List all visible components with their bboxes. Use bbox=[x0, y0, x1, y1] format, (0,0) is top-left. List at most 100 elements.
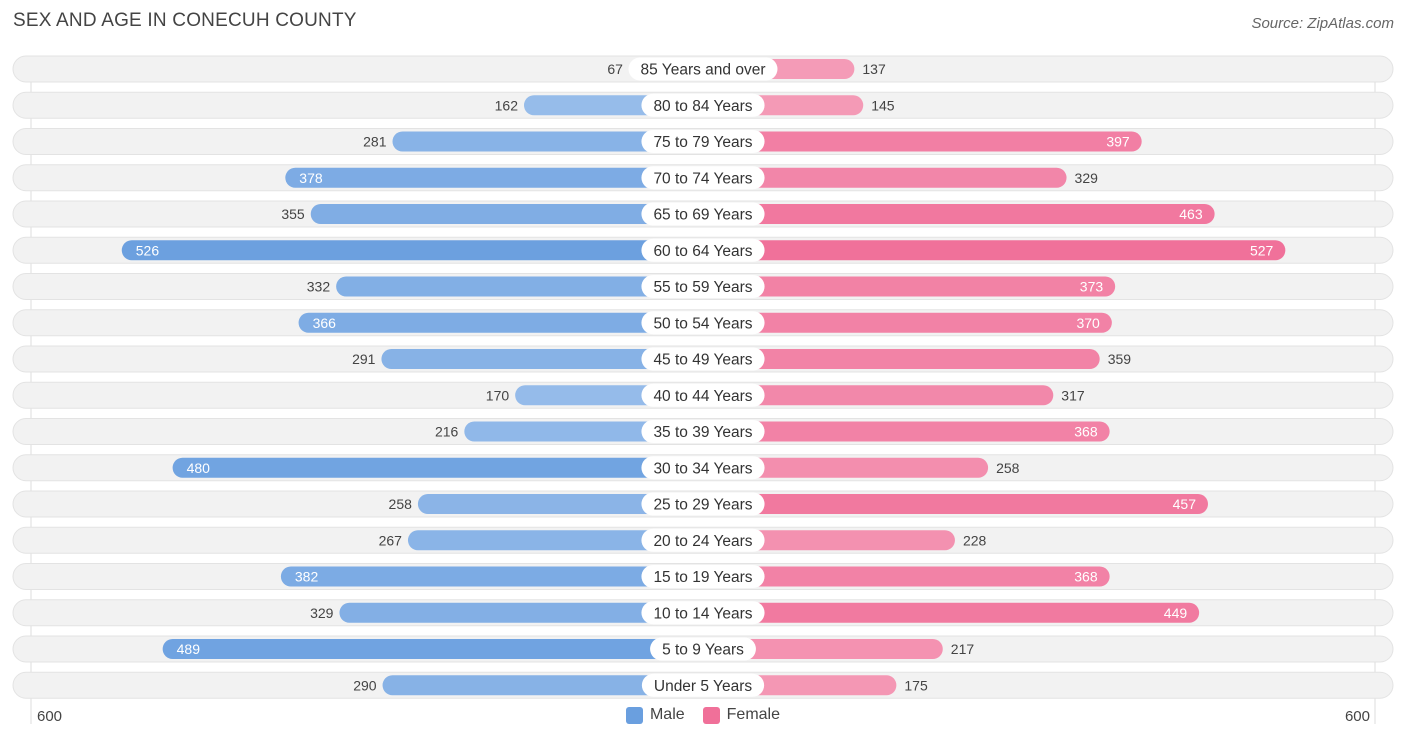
male-bar bbox=[298, 312, 703, 333]
female-value-label: 359 bbox=[1108, 351, 1132, 367]
category-label: 60 to 64 Years bbox=[653, 243, 752, 260]
male-value-label: 382 bbox=[295, 569, 319, 585]
female-value-label: 527 bbox=[1250, 242, 1274, 258]
female-value-label: 449 bbox=[1164, 605, 1188, 621]
female-bar bbox=[703, 131, 1142, 152]
male-value-label: 258 bbox=[389, 496, 413, 512]
category-pill bbox=[641, 238, 765, 262]
legend-label-female: Female bbox=[726, 706, 781, 723]
legend: Male Female bbox=[0, 706, 1406, 724]
legend-item-female: Female bbox=[702, 706, 781, 724]
female-value-label: 457 bbox=[1173, 496, 1197, 512]
male-bar bbox=[382, 675, 703, 696]
male-value-label: 480 bbox=[187, 460, 211, 476]
male-bar bbox=[407, 530, 703, 551]
legend-label-male: Male bbox=[649, 706, 685, 723]
category-pill bbox=[641, 673, 765, 697]
female-bar bbox=[703, 385, 1054, 406]
female-value-label: 217 bbox=[951, 641, 975, 657]
category-label: 45 to 49 Years bbox=[653, 352, 752, 369]
category-pill bbox=[641, 383, 765, 407]
male-bar bbox=[280, 566, 703, 587]
female-bar bbox=[703, 312, 1112, 333]
category-pill bbox=[641, 492, 765, 516]
male-bar bbox=[162, 639, 703, 659]
male-value-label: 216 bbox=[435, 424, 459, 440]
category-label: 55 to 59 Years bbox=[653, 279, 752, 296]
category-label: 5 to 9 Years bbox=[662, 642, 744, 659]
axis-label-left: 600 bbox=[37, 708, 63, 725]
legend-swatch-female bbox=[702, 706, 720, 724]
category-pill bbox=[641, 130, 765, 153]
male-bar bbox=[172, 457, 704, 478]
category-pill bbox=[641, 528, 765, 552]
male-bar bbox=[392, 131, 703, 152]
female-value-label: 397 bbox=[1106, 134, 1130, 150]
female-value-label: 373 bbox=[1080, 279, 1104, 295]
category-pill bbox=[628, 57, 778, 81]
category-pill bbox=[641, 166, 765, 190]
male-value-label: 329 bbox=[310, 605, 334, 621]
male-value-label: 291 bbox=[352, 351, 376, 367]
female-value-label: 175 bbox=[904, 677, 928, 693]
female-value-label: 258 bbox=[996, 460, 1020, 476]
category-pill bbox=[641, 601, 765, 625]
category-pill bbox=[641, 347, 765, 371]
category-label: Under 5 Years bbox=[654, 678, 752, 695]
category-label: 20 to 24 Years bbox=[653, 533, 752, 550]
male-value-label: 281 bbox=[363, 134, 387, 150]
female-bar bbox=[703, 602, 1200, 623]
male-value-label: 489 bbox=[177, 641, 201, 657]
male-value-label: 366 bbox=[313, 315, 337, 331]
category-pill bbox=[641, 202, 765, 226]
female-value-label: 228 bbox=[963, 532, 987, 548]
category-label: 15 to 19 Years bbox=[653, 569, 752, 586]
female-bar bbox=[703, 240, 1286, 261]
category-label: 10 to 14 Years bbox=[653, 605, 752, 622]
female-bar bbox=[703, 276, 1116, 297]
male-bar bbox=[285, 167, 703, 188]
category-label: 70 to 74 Years bbox=[653, 170, 752, 187]
female-bar bbox=[703, 566, 1110, 587]
male-value-label: 332 bbox=[307, 279, 331, 295]
category-pill bbox=[650, 637, 756, 661]
female-value-label: 329 bbox=[1075, 170, 1099, 186]
category-pill bbox=[641, 275, 765, 298]
category-pill bbox=[641, 311, 765, 335]
male-value-label: 162 bbox=[495, 97, 519, 113]
category-label: 35 to 39 Years bbox=[653, 424, 752, 441]
source-label: Source: ZipAtlas.com bbox=[1251, 15, 1394, 32]
female-bar bbox=[703, 530, 955, 551]
category-label: 80 to 84 Years bbox=[653, 98, 752, 115]
category-pill bbox=[641, 93, 765, 117]
male-bar bbox=[121, 240, 703, 261]
category-pill bbox=[641, 420, 765, 443]
male-bar bbox=[339, 602, 703, 623]
category-label: 30 to 34 Years bbox=[653, 460, 752, 477]
female-bar bbox=[703, 421, 1110, 442]
female-value-label: 463 bbox=[1179, 206, 1203, 222]
category-label: 85 Years and over bbox=[641, 62, 766, 79]
male-value-label: 267 bbox=[379, 532, 403, 548]
axis-label-right: 600 bbox=[1344, 708, 1370, 725]
male-value-label: 355 bbox=[281, 206, 305, 222]
female-value-label: 368 bbox=[1074, 569, 1098, 585]
female-value-label: 137 bbox=[862, 61, 886, 77]
female-bar bbox=[703, 457, 989, 478]
male-bar bbox=[336, 276, 703, 297]
female-bar bbox=[703, 639, 943, 659]
female-value-label: 145 bbox=[871, 97, 895, 113]
category-label: 65 to 69 Years bbox=[653, 207, 752, 224]
male-bar bbox=[381, 349, 703, 369]
male-bar bbox=[417, 494, 703, 514]
category-label: 75 to 79 Years bbox=[653, 134, 752, 151]
female-bar bbox=[703, 494, 1208, 514]
female-bar bbox=[703, 204, 1215, 224]
legend-swatch-male bbox=[625, 706, 643, 724]
category-label: 25 to 29 Years bbox=[653, 497, 752, 514]
legend-item-male: Male bbox=[625, 706, 685, 724]
category-label: 50 to 54 Years bbox=[653, 315, 752, 332]
female-bar bbox=[703, 349, 1100, 369]
male-bar bbox=[310, 204, 703, 224]
